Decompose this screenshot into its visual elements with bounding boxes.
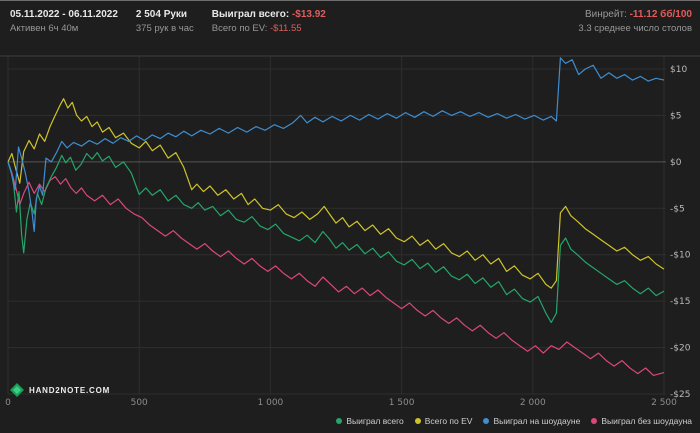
series-line-1 [7,98,665,289]
y-axis-label: $10 [670,65,687,75]
avg-tables: 3.3 среднее число столов [578,23,692,34]
x-axis-label: 1 000 [258,398,284,408]
hands-count: 2 504 Руки [135,9,188,20]
y-axis-label: $0 [670,158,682,168]
y-axis-label: -$20 [670,344,691,354]
legend-label: Выиграл без шоудауна [601,416,692,426]
stats-header: 05.11.2022 - 06.11.2022 Активен 6ч 40м 2… [0,1,700,47]
stat-winnings: Выиграл всего: -$13.92 Всего по EV: -$11… [212,8,326,35]
ev-label: Всего по EV: [211,23,268,34]
stat-hands: 2 504 Руки 375 рук в час [136,8,194,35]
series-line-0 [7,152,665,324]
legend-dot [414,418,421,424]
legend-item-1[interactable]: Всего по EV [414,416,473,426]
x-axis-label: 1 500 [389,398,415,408]
hand2note-logo-icon [10,383,24,397]
y-axis-label: $5 [670,111,681,121]
y-axis-label: -$5 [670,204,685,214]
stat-winrate: Винрейт: -11.12 бб/100 3.3 среднее число… [578,8,692,35]
legend-label: Выиграл всего [346,416,404,426]
winrate-value: -11.12 бб/100 [629,9,692,20]
period-value: 05.11.2022 - 06.11.2022 [10,9,118,20]
legend-item-0[interactable]: Выиграл всего [336,416,404,426]
legend-item-2[interactable]: Выиграл на шоудауне [483,416,580,426]
x-axis-label: 0 [5,398,11,408]
legend-label: Выиграл на шоудауне [493,416,581,426]
series-line-3 [7,161,665,376]
winnings-value: -$13.92 [291,9,326,20]
hand2note-logo-text: HAND2NOTE.COM [29,385,111,395]
legend-label: Всего по EV [424,416,473,426]
x-axis-label: 2 500 [651,398,677,408]
chart-legend: Выиграл всего Всего по EV Выиграл на шоуда… [336,416,692,426]
legend-dot [483,418,490,424]
ev-value: -$11.55 [270,23,302,34]
y-axis-label: -$10 [670,251,691,261]
y-axis-label: -$25 [670,390,690,400]
period-active-time: Активен 6ч 40м [10,23,79,34]
winrate-label: Винрейт: [584,9,627,20]
series-line-2 [7,57,665,233]
legend-dot [336,418,343,424]
stat-period: 05.11.2022 - 06.11.2022 Активен 6ч 40м [10,8,118,35]
y-axis-label: -$15 [670,297,690,307]
hands-per-hour: 375 рук в час [135,23,194,34]
hand2note-logo[interactable]: HAND2NOTE.COM [10,383,110,397]
x-axis-label: 2 000 [520,398,546,408]
x-axis-label: 500 [131,398,148,408]
legend-item-3[interactable]: Выиграл без шоудауна [591,416,692,426]
legend-dot [591,418,598,424]
winnings-label: Выиграл всего: [211,9,290,20]
